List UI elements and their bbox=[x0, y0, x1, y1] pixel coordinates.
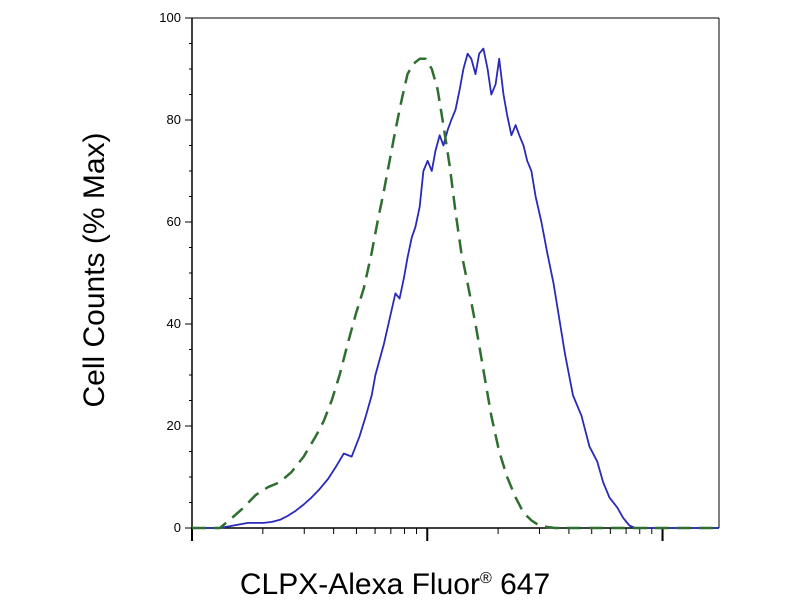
y-axis-title: Cell Counts (% Max) bbox=[78, 132, 111, 407]
y-tick-label: 0 bbox=[174, 520, 181, 535]
x-axis-title: CLPX-Alexa Fluor® 647 bbox=[240, 568, 550, 600]
x-axis bbox=[191, 527, 719, 541]
series-line-solid-blue bbox=[192, 47, 719, 529]
x-axis-title-registered-mark: ® bbox=[480, 570, 492, 587]
y-tick-label: 100 bbox=[159, 10, 181, 25]
y-tick-label: 40 bbox=[167, 316, 181, 331]
plot-frame bbox=[192, 17, 720, 528]
y-axis: 0 20 40 60 80 100 bbox=[159, 10, 193, 535]
x-axis-title-suffix: 647 bbox=[492, 568, 550, 600]
series-layer bbox=[192, 47, 719, 530]
y-tick-label: 80 bbox=[167, 112, 181, 127]
x-axis-title-main: CLPX-Alexa Fluor bbox=[240, 568, 480, 600]
y-tick-label: 60 bbox=[167, 214, 181, 229]
y-tick-label: 20 bbox=[167, 418, 181, 433]
series-line-dashed-green bbox=[192, 57, 719, 530]
